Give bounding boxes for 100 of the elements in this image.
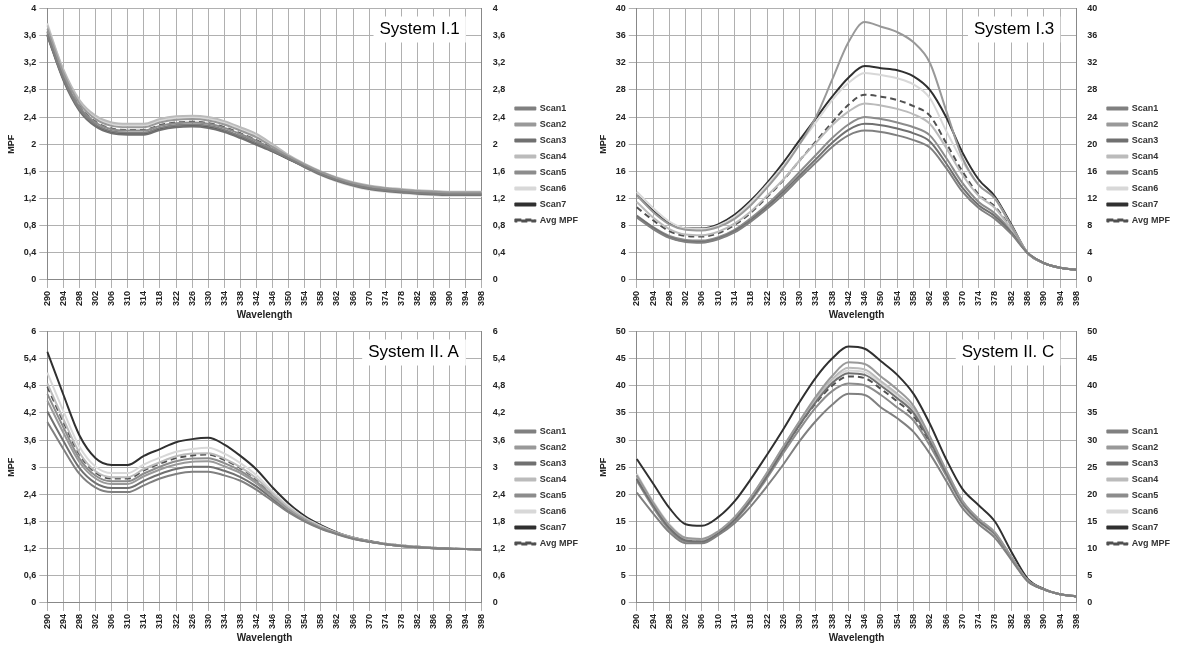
legend-label: Avg MPF bbox=[539, 214, 579, 225]
y2-tick-label: 0 bbox=[1087, 597, 1093, 608]
y2-tick-label: 0 bbox=[1087, 274, 1093, 285]
x-tick-label: 366 bbox=[940, 290, 951, 307]
legend-label: Scan4 bbox=[539, 150, 567, 161]
y-tick-label: 0,8 bbox=[23, 220, 37, 231]
y-tick-label: 5,4 bbox=[23, 353, 37, 364]
y-axis-title: MPF bbox=[5, 457, 16, 477]
x-tick-label: 314 bbox=[138, 290, 149, 307]
y2-tick-label: 10 bbox=[1087, 543, 1098, 554]
x-tick-label: 358 bbox=[315, 290, 326, 307]
y2-tick-label: 5 bbox=[1087, 570, 1093, 581]
x-tick-label: 302 bbox=[680, 613, 691, 630]
legend-label: Scan1 bbox=[539, 425, 567, 436]
y-tick-label: 6 bbox=[31, 325, 37, 336]
y-tick-label: 4 bbox=[620, 247, 626, 258]
x-tick-label: 370 bbox=[956, 613, 967, 630]
legend-label: Scan3 bbox=[539, 457, 567, 468]
legend-label: Scan3 bbox=[1131, 457, 1159, 468]
y-tick-label: 4 bbox=[31, 2, 37, 13]
x-axis-title: Wavelength bbox=[828, 308, 885, 320]
y-tick-label: 25 bbox=[615, 461, 626, 472]
legend-label: Scan6 bbox=[1131, 182, 1159, 193]
x-tick-label: 338 bbox=[826, 290, 837, 307]
legend-label: Scan1 bbox=[539, 102, 567, 113]
legend-label: Scan7 bbox=[1131, 198, 1159, 209]
x-tick-label: 298 bbox=[663, 613, 674, 630]
y-tick-label: 1,2 bbox=[23, 192, 37, 203]
x-tick-label: 298 bbox=[663, 290, 674, 307]
x-tick-label: 306 bbox=[106, 290, 117, 307]
y2-tick-label: 3 bbox=[492, 461, 498, 472]
x-tick-label: 302 bbox=[90, 290, 101, 307]
y-tick-label: 36 bbox=[615, 30, 626, 41]
x-tick-label: 318 bbox=[154, 290, 165, 307]
y2-tick-label: 40 bbox=[1087, 2, 1098, 13]
x-tick-label: 354 bbox=[891, 613, 902, 630]
x-tick-label: 302 bbox=[90, 613, 101, 630]
x-tick-label: 390 bbox=[444, 290, 455, 307]
y2-tick-label: 24 bbox=[1087, 111, 1098, 122]
legend-label: Scan4 bbox=[1131, 473, 1159, 484]
x-tick-label: 306 bbox=[696, 290, 707, 307]
legend-label: Avg MPF bbox=[539, 537, 579, 548]
x-tick-label: 306 bbox=[106, 613, 117, 630]
y2-tick-label: 1,6 bbox=[492, 165, 506, 176]
legend-label: Scan7 bbox=[539, 521, 567, 532]
y-tick-label: 15 bbox=[615, 515, 626, 526]
y2-tick-label: 1,8 bbox=[492, 515, 506, 526]
legend-label: Scan5 bbox=[1131, 166, 1159, 177]
x-tick-label: 390 bbox=[1038, 290, 1049, 307]
x-tick-label: 398 bbox=[1070, 613, 1081, 630]
y2-tick-label: 0,8 bbox=[492, 220, 506, 231]
legend-label: Scan6 bbox=[539, 505, 567, 516]
x-tick-label: 322 bbox=[761, 613, 772, 630]
x-tick-label: 294 bbox=[57, 613, 68, 630]
x-axis-title: Wavelength bbox=[236, 631, 293, 643]
x-tick-label: 302 bbox=[680, 290, 691, 307]
y2-tick-label: 35 bbox=[1087, 407, 1098, 418]
y-tick-label: 2 bbox=[31, 138, 37, 149]
y-tick-label: 3,6 bbox=[23, 434, 37, 445]
x-tick-label: 318 bbox=[745, 613, 756, 630]
y-tick-label: 30 bbox=[615, 434, 626, 445]
y2-tick-label: 36 bbox=[1087, 30, 1098, 41]
legend-label: Scan5 bbox=[539, 489, 567, 500]
x-tick-label: 298 bbox=[73, 613, 84, 630]
x-tick-label: 398 bbox=[476, 290, 487, 307]
x-tick-label: 322 bbox=[170, 613, 181, 630]
x-tick-label: 318 bbox=[745, 290, 756, 307]
x-tick-label: 326 bbox=[186, 613, 197, 630]
y2-tick-label: 50 bbox=[1087, 325, 1098, 336]
y-tick-label: 2,8 bbox=[23, 84, 37, 95]
y-tick-label: 0,6 bbox=[23, 570, 37, 581]
x-tick-label: 334 bbox=[810, 613, 821, 630]
legend-label: Scan3 bbox=[539, 134, 567, 145]
x-tick-label: 338 bbox=[234, 613, 245, 630]
x-tick-label: 390 bbox=[444, 613, 455, 630]
y2-tick-label: 5,4 bbox=[492, 353, 506, 364]
y2-tick-label: 4,8 bbox=[492, 380, 506, 391]
x-tick-label: 382 bbox=[1005, 290, 1016, 307]
y-tick-label: 1,8 bbox=[23, 515, 37, 526]
x-tick-label: 386 bbox=[1021, 613, 1032, 630]
y-tick-label: 24 bbox=[615, 111, 626, 122]
x-tick-label: 342 bbox=[251, 290, 261, 307]
y-axis-title: MPF bbox=[5, 134, 16, 154]
x-tick-label: 298 bbox=[73, 290, 84, 307]
x-tick-label: 318 bbox=[154, 613, 165, 630]
x-tick-label: 290 bbox=[631, 290, 642, 307]
x-tick-label: 342 bbox=[251, 613, 261, 630]
x-axis-title: Wavelength bbox=[828, 631, 885, 643]
x-tick-label: 314 bbox=[728, 290, 739, 307]
x-tick-label: 346 bbox=[859, 290, 870, 307]
x-tick-label: 370 bbox=[363, 290, 374, 307]
x-tick-label: 366 bbox=[347, 613, 358, 630]
legend-label: Scan1 bbox=[1131, 425, 1159, 436]
y-tick-label: 0 bbox=[31, 274, 37, 285]
x-tick-label: 290 bbox=[41, 613, 52, 630]
x-tick-label: 374 bbox=[379, 613, 390, 630]
x-tick-label: 334 bbox=[218, 613, 229, 630]
y-tick-label: 10 bbox=[615, 543, 626, 554]
legend-label: Scan3 bbox=[1131, 134, 1159, 145]
x-tick-label: 326 bbox=[777, 290, 788, 307]
